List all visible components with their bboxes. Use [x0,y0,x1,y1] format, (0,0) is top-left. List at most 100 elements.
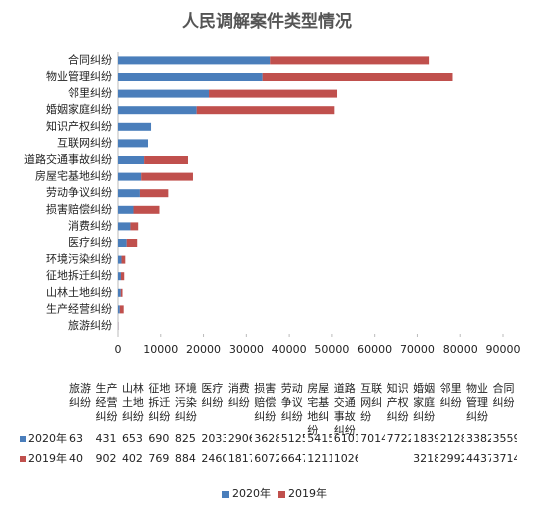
table-value: 29920 [439,452,464,465]
bar [120,272,125,281]
y-tick-label: 损害赔偿纠纷 [46,202,112,216]
legend-swatch [222,491,229,498]
legend-swatch [20,456,26,462]
table-header: 损害赔偿纠纷 [254,382,277,423]
table-header: 邻里纠纷 [439,382,462,409]
table-header: 合同纠纷 [492,382,515,409]
x-tick-label: 10000 [143,343,178,356]
legend-label: 2020年 [232,487,271,500]
table-value: 2906 [227,432,252,445]
table-value: 5415 [307,432,331,445]
table-header: 道路交通事故纠纷 [333,382,356,437]
legend-label: 2019年 [288,487,327,500]
table-series-name: 2020年 [28,432,67,445]
bar [118,122,152,131]
bar [118,222,131,231]
y-tick-label: 邻里纠纷 [68,87,112,100]
table-value: 884 [174,452,196,465]
y-tick-label: 婚姻家庭纠纷 [46,102,112,116]
table-value: 40 [69,452,83,465]
table-value: 33820 [466,432,490,445]
table-value: 2460 [201,452,225,465]
bar [118,288,121,297]
bar [141,172,193,181]
table-value: 10260 [333,452,358,465]
y-tick-label: 房屋宅基地纠纷 [35,169,112,183]
x-tick-label: 40000 [272,343,307,356]
bar [144,156,188,164]
table-value: 35590 [492,432,517,445]
table-value: 6101 [333,432,358,445]
x-tick-label: 90000 [486,343,521,356]
bar [130,222,139,231]
x-tick-label: 0 [115,343,122,356]
table-value: 6647 [280,452,305,465]
table-header: 劳动争议纠纷 [280,382,303,423]
bar [118,89,210,98]
bar [196,106,335,115]
table-value: 44370 [466,452,490,465]
y-tick-label: 生产经营纠纷 [46,301,112,315]
y-tick-label: 征地拆迁纠纷 [46,268,112,282]
bar [118,56,271,65]
table-header: 婚姻家庭纠纷 [413,382,436,423]
bar [118,255,122,264]
bar [118,189,140,198]
table-series-name: 2019年 [28,452,67,465]
bar [262,73,453,81]
table-value: 653 [121,432,143,445]
bar [121,255,126,264]
table-header: 医疗纠纷 [201,382,224,409]
table-value: 37140 [492,452,517,465]
table-header: 生产经营纠纷 [95,382,118,423]
table-value: 2033 [201,432,225,445]
table-header: 房屋宅基地纠纷 [307,382,330,437]
legend-swatch [20,436,26,442]
table-value: 6072 [254,452,278,465]
table-value: 431 [95,432,117,445]
bar [118,205,134,214]
table-header: 征地拆迁纠纷 [148,382,171,423]
y-tick-label: 山林土地纠纷 [46,285,112,299]
y-tick-label: 旅游纠纷 [68,318,112,332]
y-tick-label: 合同纠纷 [68,52,112,66]
bar [118,73,263,81]
x-tick-label: 60000 [357,343,392,356]
bar [118,139,149,148]
table-header: 互联网纠纷 [360,382,383,423]
bar [120,288,123,297]
bar [126,239,138,247]
bar [270,56,430,65]
x-tick-label: 70000 [400,343,435,356]
x-tick-label: 30000 [229,343,264,356]
y-tick-label: 医疗纠纷 [68,235,112,249]
bar [209,89,338,98]
y-tick-label: 知识产权纠纷 [46,119,112,133]
y-tick-label: 互联网纠纷 [57,136,112,149]
table-value: 1817 [227,452,252,465]
x-tick-label: 20000 [186,343,221,356]
table-value: 690 [148,432,170,445]
x-tick-label: 80000 [443,343,478,356]
table-value: 21280 [439,432,464,445]
y-tick-label: 物业管理纠纷 [46,69,112,83]
chart-title: 人民调解案件类型情况 [182,11,352,32]
bar [133,205,160,214]
x-tick-label: 50000 [314,343,349,356]
table-header: 知识产权纠纷 [386,382,409,423]
table-header: 环境污染纠纷 [174,382,197,423]
bar [118,106,197,115]
bar [119,305,124,314]
table-value: 902 [95,452,117,465]
y-tick-label: 消费纠纷 [68,218,112,232]
y-tick-label: 环境污染纠纷 [46,252,112,266]
table-value: 7014 [360,432,384,445]
bar [118,156,145,164]
table-header: 旅游纠纷 [69,382,91,409]
table-header: 山林土地纠纷 [121,382,144,423]
bar [139,189,169,198]
table-value: 3628 [254,432,278,445]
